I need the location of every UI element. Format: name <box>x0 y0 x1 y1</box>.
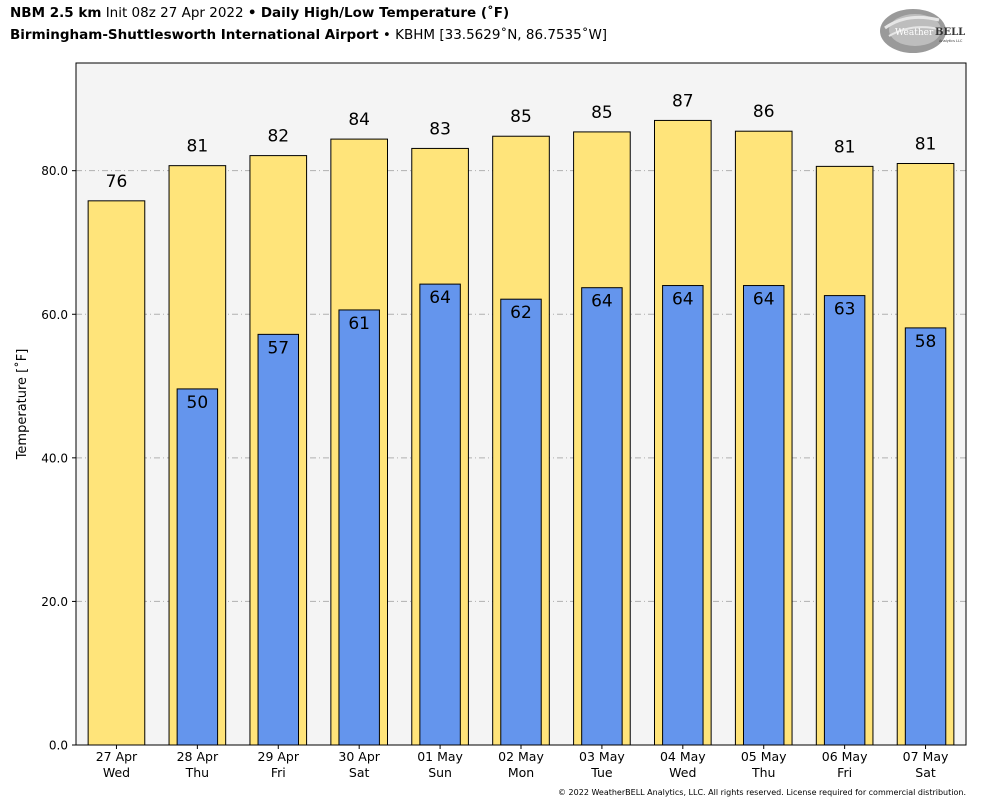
low-temp-label: 64 <box>591 292 613 312</box>
x-tick-weekday: Wed <box>103 765 130 780</box>
x-tick-date: 28 Apr <box>177 749 219 764</box>
y-tick-label: 20.0 <box>41 595 68 609</box>
low-temp-bar <box>662 285 704 746</box>
init-time: Init 08z 27 Apr 2022 <box>105 5 244 21</box>
low-temp-label: 64 <box>672 290 694 310</box>
low-temp-bar <box>338 309 380 746</box>
high-temp-label: 83 <box>429 119 451 139</box>
x-tick-date: 07 May <box>903 749 949 764</box>
low-temp-label: 63 <box>834 300 856 320</box>
y-tick-label: 80.0 <box>41 164 68 178</box>
x-tick-weekday: Thu <box>185 765 209 780</box>
low-temp-bar <box>257 333 299 746</box>
x-tick-weekday: Wed <box>669 765 696 780</box>
low-temp-bar <box>743 285 785 746</box>
high-temp-label: 85 <box>510 107 532 127</box>
title-separator: • <box>247 5 257 21</box>
high-temp-label: 76 <box>106 172 128 192</box>
station-separator: • <box>382 27 391 43</box>
low-temp-label: 58 <box>915 332 937 352</box>
low-temp-bar <box>176 388 219 746</box>
x-tick-date: 03 May <box>579 749 625 764</box>
low-temp-bar <box>904 327 947 746</box>
y-tick-label: 60.0 <box>41 308 68 322</box>
x-tick-date: 05 May <box>741 749 787 764</box>
x-tick-date: 30 Apr <box>338 749 380 764</box>
chart-title-line: NBM 2.5 km Init 08z 27 Apr 2022 • Daily … <box>10 5 509 21</box>
x-tick-weekday: Fri <box>271 765 286 780</box>
high-temp-label: 87 <box>672 91 694 111</box>
weatherbell-logo: Weather BELL Analytics LLC <box>880 9 965 53</box>
x-tick-weekday: Tue <box>590 765 613 780</box>
high-temp-label: 84 <box>348 110 370 130</box>
low-temp-bar <box>419 283 461 746</box>
high-temp-label: 81 <box>915 135 937 155</box>
y-tick-label: 40.0 <box>41 451 68 465</box>
logo-text-bell: BELL <box>935 27 965 38</box>
bars: 76 81 50 82 57 84 61 83 64 85 62 85 64 87 64 86 64 81 63 81… <box>87 91 955 746</box>
chart-title: Daily High/Low Temperature (˚F) <box>260 5 510 21</box>
low-temp-label: 57 <box>267 338 289 358</box>
high-temp-bar <box>87 200 146 746</box>
x-tick-weekday: Sun <box>428 765 452 780</box>
logo-text-weather: Weather <box>895 28 934 38</box>
high-temp-label: 86 <box>753 102 775 122</box>
x-tick-weekday: Sat <box>349 765 370 780</box>
x-tick-weekday: Mon <box>508 765 534 780</box>
logo-subtext: Analytics LLC <box>939 39 963 43</box>
copyright-notice: © 2022 WeatherBELL Analytics, LLC. All r… <box>558 788 966 797</box>
low-temp-label: 50 <box>187 393 209 413</box>
low-temp-bar <box>581 287 623 746</box>
high-temp-label: 85 <box>591 103 613 123</box>
y-axis-ticks: 0.0 20.0 40.0 60.0 80.0 <box>41 164 76 753</box>
high-temp-label: 82 <box>267 127 289 147</box>
x-tick-date: 27 Apr <box>96 749 138 764</box>
low-temp-bar <box>500 298 542 746</box>
x-tick-date: 04 May <box>660 749 706 764</box>
station-line: Birmingham-Shuttlesworth International A… <box>10 27 607 43</box>
x-tick-date: 02 May <box>498 749 544 764</box>
low-temp-label: 61 <box>348 314 370 334</box>
low-temp-label: 62 <box>510 303 532 323</box>
low-temp-label: 64 <box>429 288 451 308</box>
x-tick-date: 01 May <box>417 749 463 764</box>
x-tick-date: 29 Apr <box>258 749 300 764</box>
x-tick-weekday: Fri <box>837 765 852 780</box>
y-axis-label: Temperature [˚F] <box>14 349 30 461</box>
high-temp-label: 81 <box>834 137 856 157</box>
high-temp-label: 81 <box>187 137 209 157</box>
station-id: KBHM [33.5629˚N, 86.7535˚W] <box>395 27 608 43</box>
low-temp-label: 64 <box>753 290 775 310</box>
model-name: NBM 2.5 km <box>10 5 102 21</box>
low-temp-bar <box>823 295 866 746</box>
x-tick-weekday: Sat <box>915 765 936 780</box>
y-tick-label: 0.0 <box>49 739 68 753</box>
x-tick-weekday: Thu <box>751 765 775 780</box>
x-tick-date: 06 May <box>822 749 868 764</box>
station-name: Birmingham-Shuttlesworth International A… <box>10 27 379 43</box>
